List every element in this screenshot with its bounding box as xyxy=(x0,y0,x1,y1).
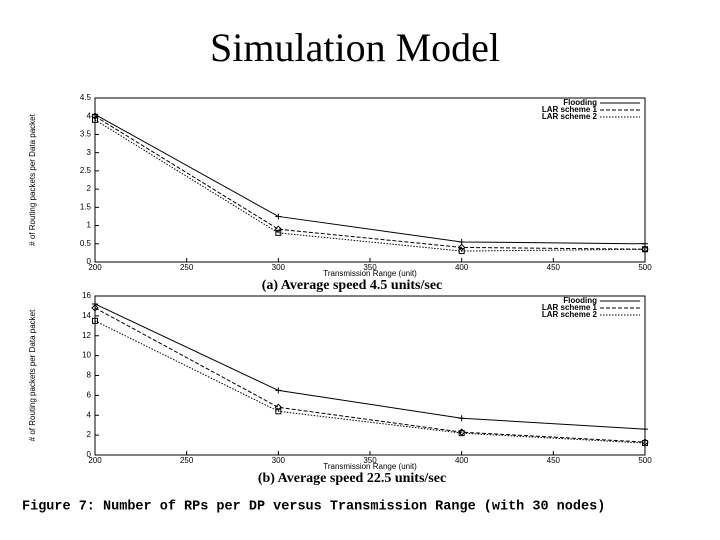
marker xyxy=(92,116,98,123)
marker xyxy=(274,403,283,412)
series-line xyxy=(94,113,646,245)
plot-frame xyxy=(94,295,646,456)
y-tick-label: 2 xyxy=(87,184,92,193)
legend-label: Flooding xyxy=(563,296,597,305)
x-tick-label: 200 xyxy=(88,263,102,272)
legend-label: LAR scheme 1 xyxy=(542,303,598,312)
y-tick-label: 4 xyxy=(87,410,92,419)
y-tick-label: 10 xyxy=(82,351,91,360)
marker xyxy=(91,112,99,120)
marker xyxy=(275,408,282,415)
plot-frame xyxy=(94,97,646,263)
x-tick-label: 450 xyxy=(547,263,561,272)
x-tick-label: 300 xyxy=(272,456,286,465)
y-axis-label: # of Routing packets per Data packet xyxy=(28,309,37,441)
y-axis-label: # of Routing packets per Data packet xyxy=(28,113,37,245)
marker xyxy=(458,430,465,437)
y-tick-label: 4 xyxy=(87,111,92,120)
marker xyxy=(642,440,648,447)
figure-caption: Figure 7: Number of RPs per DP versus Tr… xyxy=(22,500,605,515)
chart-title: (b) Average speed 22.5 units/sec xyxy=(258,471,446,486)
marker xyxy=(91,304,99,312)
marker xyxy=(92,300,98,307)
x-axis-label: Transmission Range (unit) xyxy=(323,269,417,278)
y-tick-label: 16 xyxy=(82,291,91,300)
x-tick-label: 250 xyxy=(180,263,194,272)
y-tick-label: 0 xyxy=(87,450,92,459)
y-tick-label: 2 xyxy=(87,430,92,439)
y-tick-label: 6 xyxy=(87,390,92,399)
marker xyxy=(458,248,465,255)
marker xyxy=(458,415,465,422)
marker xyxy=(274,225,283,233)
y-tick-label: 3.5 xyxy=(80,130,92,139)
legend-label: LAR scheme 1 xyxy=(542,105,598,114)
marker xyxy=(642,246,648,253)
series-line xyxy=(94,307,646,443)
y-tick-label: 8 xyxy=(87,371,92,380)
x-tick-label: 450 xyxy=(547,456,561,465)
marker xyxy=(92,317,98,324)
chart-title: (a) Average speed 4.5 units/sec xyxy=(262,278,443,293)
x-axis-label: Transmission Range (unit) xyxy=(323,462,417,471)
legend-label: Flooding xyxy=(563,98,597,107)
x-tick-label: 350 xyxy=(363,456,377,465)
series-line xyxy=(94,115,646,250)
y-tick-label: 0.5 xyxy=(80,239,92,248)
x-tick-label: 200 xyxy=(88,456,102,465)
x-tick-label: 500 xyxy=(638,263,652,272)
y-tick-label: 2.5 xyxy=(80,166,92,175)
x-tick-label: 300 xyxy=(272,263,286,272)
marker xyxy=(275,387,282,394)
y-tick-label: 12 xyxy=(82,331,91,340)
x-tick-label: 250 xyxy=(180,456,194,465)
y-tick-label: 14 xyxy=(82,311,91,320)
x-tick-label: 500 xyxy=(638,456,652,465)
y-tick-label: 1 xyxy=(87,221,92,230)
y-tick-label: 4.5 xyxy=(80,93,92,102)
legend-label: LAR scheme 2 xyxy=(542,112,598,121)
y-tick-label: 3 xyxy=(87,148,92,157)
x-tick-label: 350 xyxy=(363,263,377,272)
x-tick-label: 400 xyxy=(455,456,469,465)
series-line xyxy=(94,320,646,444)
y-tick-label: 0 xyxy=(87,257,92,266)
marker xyxy=(457,243,466,252)
y-tick-label: 1.5 xyxy=(80,202,92,211)
series-line xyxy=(94,303,646,430)
marker xyxy=(275,229,282,236)
marker xyxy=(275,213,282,220)
slide-title: Simulation Model xyxy=(210,25,500,70)
marker xyxy=(642,426,648,433)
x-tick-label: 400 xyxy=(455,263,469,272)
legend-label: LAR scheme 2 xyxy=(542,310,598,319)
series-line xyxy=(94,119,646,252)
